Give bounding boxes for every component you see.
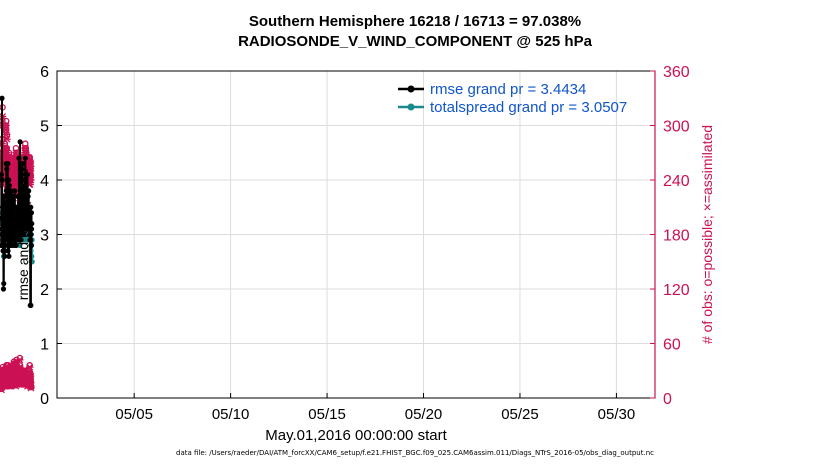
- obs-assimilated-marker-lower: [26, 372, 35, 380]
- y-tick-label-left: 3: [40, 228, 49, 245]
- rmse-point: [5, 248, 11, 254]
- x-tick-label: 05/25: [501, 406, 539, 423]
- rmse-point: [0, 177, 5, 183]
- rmse-point: [24, 199, 30, 205]
- y-tick-label-left: 0: [40, 391, 49, 408]
- x-axis-label: May.01,2016 00:00:00 start: [265, 427, 447, 444]
- rmse-point: [0, 171, 4, 178]
- rmse-point: [6, 177, 12, 183]
- y-tick-label-right: 300: [663, 119, 690, 136]
- y-tick-label-right: 240: [663, 173, 690, 190]
- rmse-point: [19, 166, 25, 172]
- rmse-point: [16, 155, 22, 161]
- rmse-point: [0, 286, 7, 292]
- obs-assimilated-marker-lower: [25, 363, 34, 371]
- x-tick-label: 05/15: [308, 406, 346, 423]
- rmse-point: [6, 210, 12, 216]
- rmse-point: [3, 188, 10, 194]
- obs-assimilated-marker: [3, 135, 11, 143]
- y-tick-label-left: 2: [40, 282, 49, 299]
- rmse-point: [28, 242, 34, 248]
- rmse-point: [12, 188, 18, 194]
- y-tick-label-right: 120: [663, 282, 690, 299]
- x-tick-label: 05/20: [405, 406, 443, 423]
- y-tick-label-left: 1: [40, 337, 49, 354]
- obs-assimilated-marker-lower: [16, 363, 24, 371]
- rmse-point: [1, 280, 7, 287]
- chart-title: Southern Hemisphere 16218 / 16713 = 97.0…: [248, 13, 582, 30]
- obs-assimilated-marker: [3, 149, 11, 157]
- y-tick-label-right: 180: [663, 228, 690, 245]
- y-axis-label-right: # of obs: o=possible; ×=assimilated: [699, 125, 715, 344]
- grid: [57, 70, 655, 399]
- obs-assimilated-marker: [27, 162, 35, 170]
- obs-assimilated-marker-lower: [27, 384, 35, 392]
- axes: 05/05 05/10 05/15 05/20 05/25 05/300123456060…: [40, 64, 690, 423]
- rmse-point: [0, 95, 5, 101]
- rmse-point: [25, 193, 31, 199]
- rmse-point: [27, 237, 34, 243]
- x-tick-label: 05/30: [598, 406, 636, 423]
- legend-label: rmse grand pr = 3.4434: [430, 81, 586, 98]
- rmse-point: [28, 302, 34, 308]
- y-axis-label-left: rmse and totalspread: [15, 169, 31, 301]
- totalspread-point: [17, 242, 23, 248]
- rmse-point: [6, 182, 12, 189]
- rmse-point: [19, 161, 26, 167]
- rmse-point: [22, 155, 28, 161]
- rmse-point: [18, 237, 24, 243]
- rmse-point: [13, 242, 19, 248]
- rmse-point: [5, 161, 11, 167]
- rmse-point: [29, 221, 35, 227]
- series-lines: [0, 95, 35, 308]
- chart-subtitle: RADIOSONDE_V_WIND_COMPONENT @ 525 hPa: [238, 33, 592, 50]
- y-tick-label-right: 0: [663, 391, 672, 408]
- legend-label: totalspread grand pr = 3.0507: [430, 99, 627, 116]
- rmse-point: [28, 204, 34, 210]
- y-tick-label-right: 60: [663, 337, 681, 354]
- rmse-point: [2, 237, 9, 243]
- obs-assimilated-marker: [2, 122, 10, 129]
- x-tick-label: 05/05: [115, 406, 153, 423]
- rmse-point: [28, 210, 35, 216]
- y-tick-label-left: 4: [40, 173, 49, 190]
- rmse-point: [2, 253, 8, 259]
- rmse-point: [29, 226, 35, 232]
- x-tick-label: 05/10: [212, 406, 250, 423]
- rmse-point: [9, 199, 15, 205]
- legend-swatch-marker: [407, 103, 415, 111]
- rmse-point: [22, 182, 29, 189]
- y-tick-label-left: 6: [40, 64, 49, 81]
- rmse-point: [10, 193, 16, 199]
- rmse-point: [21, 231, 27, 238]
- rmse-point: [17, 139, 23, 145]
- rmse-point: [4, 166, 10, 172]
- rmse-point: [15, 204, 21, 210]
- y-tick-label-left: 5: [40, 119, 49, 136]
- rmse-point: [24, 171, 31, 178]
- y-tick-label-right: 360: [663, 64, 690, 81]
- obs-possible-marker: [2, 117, 10, 125]
- rmse-point: [0, 248, 6, 254]
- obs-assimilated-marker-lower: [16, 356, 24, 364]
- rmse-point: [1, 193, 7, 199]
- data-file-footer: data file: /Users/raeder/DAI/ATM_forcXX/…: [176, 449, 654, 457]
- rmse-point: [6, 253, 12, 259]
- rmse-point: [1, 199, 8, 205]
- rmse-point: [27, 215, 33, 221]
- rmse-point: [28, 231, 34, 238]
- rmse-point: [26, 188, 32, 194]
- legend-swatch-marker: [407, 85, 415, 93]
